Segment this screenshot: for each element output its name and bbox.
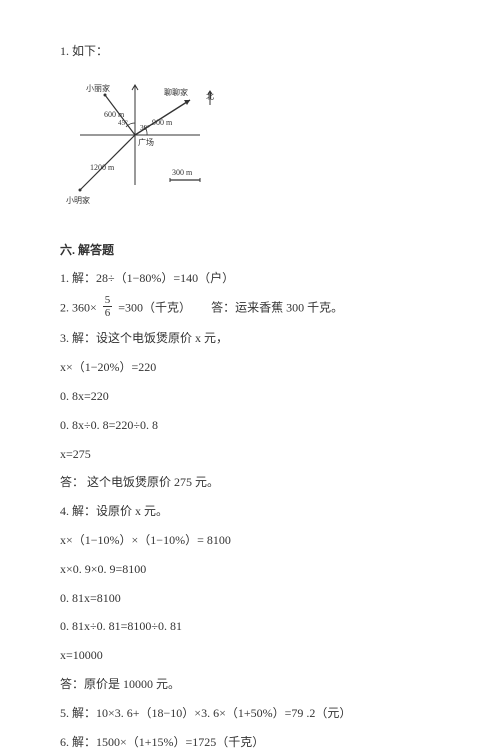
- q2: 2. 360× 5 6 =300（千克） 答：运来香蕉 300 千克。: [60, 296, 440, 321]
- svg-text:300 m: 300 m: [172, 168, 193, 177]
- fraction-num: 5: [103, 294, 113, 307]
- q3-line1: 3. 解：设这个电饭煲原价 x 元，: [60, 327, 440, 350]
- q2-answer: 答：运来香蕉 300 千克。: [211, 301, 343, 315]
- q4-line6: x=10000: [60, 644, 440, 667]
- svg-text:30°: 30°: [140, 124, 150, 132]
- q4-line4: 0. 81x=8100: [60, 587, 440, 610]
- svg-text:45°: 45°: [118, 119, 128, 127]
- q5: 5. 解：10×3. 6+（18−10）×3. 6×（1+50%）=79 .2（…: [60, 702, 440, 725]
- q4-line3: x×0. 9×0. 9=8100: [60, 558, 440, 581]
- q3-line2: x×（1−20%）=220: [60, 356, 440, 379]
- direction-diagram: 小丽家 聊聊家 北 600 m 900 m 45° 30° 广场 1200 m …: [60, 75, 440, 223]
- q4-line2: x×（1−10%）×（1−10%）= 8100: [60, 529, 440, 552]
- svg-text:广场: 广场: [138, 137, 154, 147]
- q3-line4: 0. 8x÷0. 8=220÷0. 8: [60, 414, 440, 437]
- q3-line3: 0. 8x=220: [60, 385, 440, 408]
- svg-text:小明家: 小明家: [66, 195, 90, 205]
- q2-lhs: 2. 360×: [60, 301, 97, 315]
- q4-line1: 4. 解：设原价 x 元。: [60, 500, 440, 523]
- q2-rhs: =300（千克）: [118, 301, 191, 315]
- q1: 1. 解：28÷（1−80%）=140（户）: [60, 267, 440, 290]
- svg-text:1200 m: 1200 m: [90, 163, 115, 172]
- svg-text:小丽家: 小丽家: [86, 83, 110, 93]
- q4-line7: 答：原价是 10000 元。: [60, 673, 440, 696]
- svg-text:600 m: 600 m: [104, 110, 125, 119]
- q4-line5: 0. 81x÷0. 81=8100÷0. 81: [60, 615, 440, 638]
- fraction-den: 6: [103, 307, 113, 319]
- q3-line5: x=275: [60, 443, 440, 466]
- section-title: 六. 解答题: [60, 239, 440, 262]
- q3-line6: 答： 这个电饭煲原价 275 元。: [60, 471, 440, 494]
- svg-text:900 m: 900 m: [152, 118, 173, 127]
- header-line: 1. 如下：: [60, 40, 440, 63]
- svg-text:聊聊家: 聊聊家: [164, 87, 188, 97]
- fraction-5-6: 5 6: [103, 294, 113, 319]
- q6: 6. 解：1500×（1+15%）=1725（千克）: [60, 731, 440, 753]
